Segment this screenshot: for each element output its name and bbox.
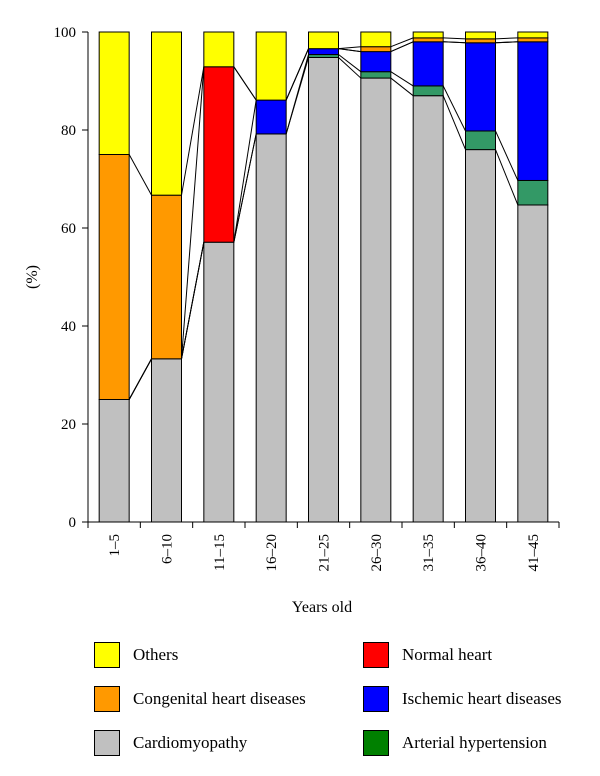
bar-segment-others	[255, 31, 287, 101]
bar-segment-others	[465, 31, 496, 40]
connector-line	[442, 85, 466, 132]
bar-segment-ischemic-heart-diseases	[255, 99, 287, 135]
x-tick-label: 41–45	[526, 534, 542, 572]
bar-segment-others	[360, 31, 392, 48]
bar-segment-ischemic-heart-diseases	[308, 48, 339, 56]
connector-line	[495, 149, 519, 206]
bar-segment-cardiomyopathy	[465, 149, 496, 523]
bar-segment-cardiomyopathy	[98, 399, 130, 523]
connector-line	[233, 66, 257, 101]
bar-segment-ischemic-heart-diseases	[517, 41, 549, 181]
x-tick-label: 36–40	[474, 534, 490, 572]
bar-segment-arterial-hypertension	[465, 130, 496, 151]
bar-segment-others	[308, 31, 339, 50]
bar-segment-cardiomyopathy	[412, 95, 444, 523]
bars	[98, 31, 549, 523]
connector-line	[442, 95, 466, 150]
bar-segment-arterial-hypertension	[360, 71, 392, 79]
connector-line	[390, 37, 414, 48]
connector-line	[495, 37, 518, 40]
y-tick-label: 20	[61, 417, 76, 433]
x-tick-label: 1–5	[107, 534, 123, 557]
connector-line	[338, 54, 362, 73]
connector-line	[233, 100, 257, 243]
bar-segment-normal-heart	[203, 66, 235, 243]
x-tick-label: 11–15	[212, 534, 228, 571]
connector-line	[338, 46, 361, 50]
y-tick-label: 40	[61, 319, 76, 335]
bar-segment-ischemic-heart-diseases	[360, 51, 392, 73]
bar-segment-cardiomyopathy	[517, 204, 549, 523]
connector-line	[338, 57, 362, 79]
connector-line	[443, 37, 466, 40]
connector-line	[181, 66, 205, 196]
connector-line	[285, 48, 309, 101]
bar-segment-cardiomyopathy	[151, 358, 182, 523]
connector-line	[285, 54, 309, 135]
x-tick-label: 21–25	[317, 534, 333, 572]
bar-segment-congenital-heart-diseases	[517, 37, 549, 43]
y-tick-label: 60	[61, 221, 76, 237]
x-tick-label: 31–35	[421, 534, 437, 572]
bar-segment-arterial-hypertension	[412, 85, 444, 97]
x-axis-title: Years old	[292, 599, 352, 616]
bar-segment-arterial-hypertension	[517, 179, 549, 206]
bar-segment-congenital-heart-diseases	[412, 37, 444, 43]
bar-segment-others	[151, 31, 182, 196]
bar-segment-others	[203, 31, 235, 68]
bar-segment-ischemic-heart-diseases	[412, 41, 444, 87]
connector-lines	[128, 37, 519, 400]
bar-segment-congenital-heart-diseases	[98, 154, 130, 400]
connector-line	[495, 41, 518, 44]
x-tick-label: 16–20	[264, 534, 280, 572]
connector-line	[128, 358, 152, 400]
bar-segment-others	[412, 31, 444, 39]
axes: 0 20 40 60 80 100 1–5 6–10 11–15 16–20 21–25 26–30 3…	[54, 25, 560, 572]
connector-line	[181, 66, 205, 359]
x-tick-label: 26–30	[369, 534, 385, 572]
bar-segment-cardiomyopathy	[203, 241, 235, 523]
connector-line	[390, 77, 414, 97]
connector-line	[495, 130, 519, 181]
y-tick-label: 80	[61, 123, 76, 139]
bar-segment-ischemic-heart-diseases	[465, 42, 496, 132]
connector-line	[390, 41, 414, 53]
bar-segment-congenital-heart-diseases	[465, 38, 496, 44]
bar-segment-others	[517, 31, 549, 39]
bar-segment-cardiomyopathy	[255, 133, 287, 523]
bar-segment-congenital-heart-diseases	[360, 46, 392, 53]
bar-segment-cardiomyopathy	[360, 77, 392, 523]
bar-segment-others	[98, 31, 130, 155]
bar-segment-cardiomyopathy	[308, 56, 339, 523]
connector-line	[390, 71, 414, 87]
bar-segment-congenital-heart-diseases	[151, 194, 182, 360]
y-tick-label: 0	[69, 515, 77, 531]
connector-line	[443, 41, 466, 44]
x-tick-label: 6–10	[160, 534, 176, 564]
y-tick-label: 100	[54, 25, 77, 41]
connector-line	[181, 242, 205, 359]
connector-line	[128, 154, 152, 196]
connector-line	[338, 48, 361, 53]
y-axis-title: (%)	[24, 265, 41, 289]
connector-line	[233, 133, 257, 243]
